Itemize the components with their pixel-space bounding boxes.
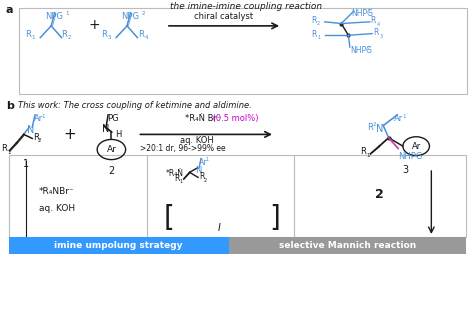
Text: R: R bbox=[33, 133, 39, 141]
Text: 4: 4 bbox=[377, 22, 380, 27]
Text: NPG: NPG bbox=[121, 12, 139, 21]
Text: 1: 1 bbox=[367, 9, 371, 14]
Text: I: I bbox=[218, 222, 220, 233]
Text: [: [ bbox=[164, 204, 174, 232]
Text: 2: 2 bbox=[317, 21, 320, 26]
Text: 2: 2 bbox=[108, 166, 115, 176]
Text: *R₄Ṅ: *R₄Ṅ bbox=[166, 169, 184, 178]
Text: 2: 2 bbox=[375, 188, 383, 201]
Text: 2: 2 bbox=[141, 11, 145, 16]
Text: R: R bbox=[1, 144, 7, 153]
Text: *R₄Ṅ Br⁻: *R₄Ṅ Br⁻ bbox=[185, 114, 221, 123]
Text: b: b bbox=[6, 101, 14, 111]
Text: 2: 2 bbox=[366, 46, 370, 51]
Text: 1: 1 bbox=[205, 157, 209, 162]
Text: R: R bbox=[101, 30, 107, 39]
Text: +: + bbox=[89, 18, 100, 32]
Text: 3: 3 bbox=[379, 34, 383, 39]
Bar bbox=[9, 155, 466, 237]
Text: NHPG: NHPG bbox=[398, 152, 422, 161]
Text: R: R bbox=[138, 30, 144, 39]
Text: 3: 3 bbox=[402, 165, 408, 175]
Text: 1: 1 bbox=[65, 11, 69, 16]
Text: R: R bbox=[199, 172, 204, 181]
Text: Ar: Ar bbox=[34, 114, 44, 123]
Text: 2: 2 bbox=[204, 178, 207, 183]
Text: the imine-imine coupling reaction: the imine-imine coupling reaction bbox=[171, 2, 322, 11]
Bar bbox=[19, 8, 467, 94]
Text: Ar: Ar bbox=[199, 158, 208, 167]
Text: chiral catalyst: chiral catalyst bbox=[194, 12, 253, 21]
Text: 1: 1 bbox=[31, 35, 35, 40]
Text: aq. KOH: aq. KOH bbox=[180, 136, 214, 145]
Text: NHPG: NHPG bbox=[351, 9, 373, 18]
Bar bbox=[229, 237, 466, 254]
Text: This work: The cross coupling of ketimine and aldimine.: This work: The cross coupling of ketimin… bbox=[18, 101, 252, 110]
Text: 2: 2 bbox=[373, 122, 376, 127]
Text: R: R bbox=[174, 174, 179, 182]
Text: R: R bbox=[371, 16, 376, 25]
Text: >20:1 dr, 96->99% ee: >20:1 dr, 96->99% ee bbox=[140, 144, 226, 153]
Text: 1: 1 bbox=[317, 35, 320, 40]
Text: *R₄NBr⁻: *R₄NBr⁻ bbox=[39, 187, 75, 196]
Bar bbox=[9, 237, 229, 254]
Text: ]: ] bbox=[269, 204, 280, 232]
Text: R: R bbox=[311, 16, 317, 25]
Text: N: N bbox=[195, 166, 201, 175]
Text: R: R bbox=[367, 123, 373, 132]
Text: 2: 2 bbox=[38, 138, 41, 143]
Text: 1: 1 bbox=[42, 114, 45, 119]
Text: R: R bbox=[373, 29, 378, 37]
Text: a: a bbox=[6, 5, 13, 15]
Text: 1: 1 bbox=[7, 150, 10, 155]
Text: imine umpolung strategy: imine umpolung strategy bbox=[54, 241, 183, 250]
Text: Ar: Ar bbox=[107, 145, 116, 154]
Text: aq. KOH: aq. KOH bbox=[39, 204, 75, 213]
Text: R: R bbox=[360, 148, 366, 156]
Text: R: R bbox=[62, 30, 67, 39]
Text: N: N bbox=[27, 125, 35, 135]
Text: selective Mannich reaction: selective Mannich reaction bbox=[279, 241, 416, 250]
Text: 2: 2 bbox=[68, 35, 71, 40]
Text: NPG: NPG bbox=[46, 12, 64, 21]
Text: 1: 1 bbox=[402, 114, 405, 119]
Text: 1: 1 bbox=[23, 159, 29, 169]
Text: (0.5 mol%): (0.5 mol%) bbox=[210, 114, 258, 123]
Text: Ar: Ar bbox=[394, 114, 404, 123]
Text: Ar: Ar bbox=[411, 142, 421, 151]
Text: 3: 3 bbox=[108, 35, 111, 40]
Text: 4: 4 bbox=[145, 35, 148, 40]
Text: +: + bbox=[64, 127, 76, 142]
Text: 1: 1 bbox=[179, 179, 182, 184]
Text: R: R bbox=[311, 30, 317, 39]
Text: 1: 1 bbox=[366, 153, 369, 158]
Text: NHPG: NHPG bbox=[350, 46, 372, 55]
Text: PG: PG bbox=[107, 114, 118, 123]
Text: N: N bbox=[376, 124, 383, 134]
Text: R: R bbox=[25, 30, 31, 39]
Text: H: H bbox=[115, 130, 121, 139]
Text: N: N bbox=[101, 124, 109, 134]
